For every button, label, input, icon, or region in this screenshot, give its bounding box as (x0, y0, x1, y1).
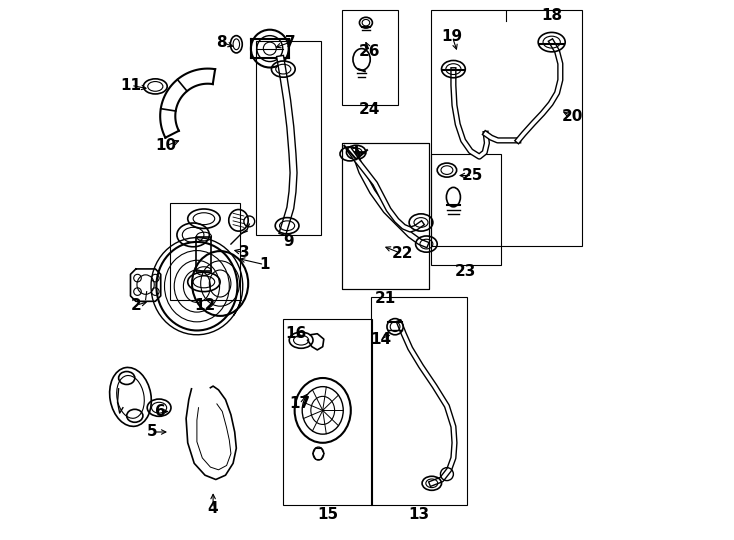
Text: 15: 15 (318, 507, 338, 522)
Bar (196, 237, 211, 271)
Text: 12: 12 (195, 298, 216, 313)
Text: 25: 25 (462, 168, 483, 183)
Text: 16: 16 (285, 326, 306, 341)
Bar (170, 202, 240, 300)
Text: 17: 17 (289, 396, 310, 411)
Text: 11: 11 (120, 78, 142, 93)
Text: 21: 21 (375, 291, 396, 306)
Text: 19: 19 (442, 29, 463, 44)
Text: 8: 8 (216, 35, 227, 50)
Bar (371, 297, 467, 505)
Bar (341, 143, 429, 289)
Bar (283, 319, 372, 505)
Text: 4: 4 (208, 501, 219, 516)
Bar (341, 10, 399, 105)
Text: 1: 1 (259, 257, 269, 272)
Text: 5: 5 (148, 424, 158, 440)
Text: 2: 2 (131, 298, 142, 313)
Text: 22: 22 (391, 246, 413, 261)
Text: 7: 7 (285, 35, 296, 50)
Text: 23: 23 (455, 264, 476, 279)
Bar (431, 154, 501, 265)
Bar (256, 40, 321, 235)
Text: 6: 6 (156, 404, 166, 419)
Bar (341, 143, 429, 289)
Bar (431, 10, 582, 246)
Text: 3: 3 (239, 245, 249, 260)
Text: 10: 10 (156, 138, 177, 153)
Text: 24: 24 (359, 102, 380, 117)
Text: 14: 14 (370, 332, 391, 347)
Text: 18: 18 (542, 8, 563, 23)
Text: 20: 20 (562, 109, 583, 124)
Text: 26: 26 (359, 44, 380, 59)
Text: 13: 13 (408, 507, 429, 522)
Text: 9: 9 (283, 234, 294, 249)
